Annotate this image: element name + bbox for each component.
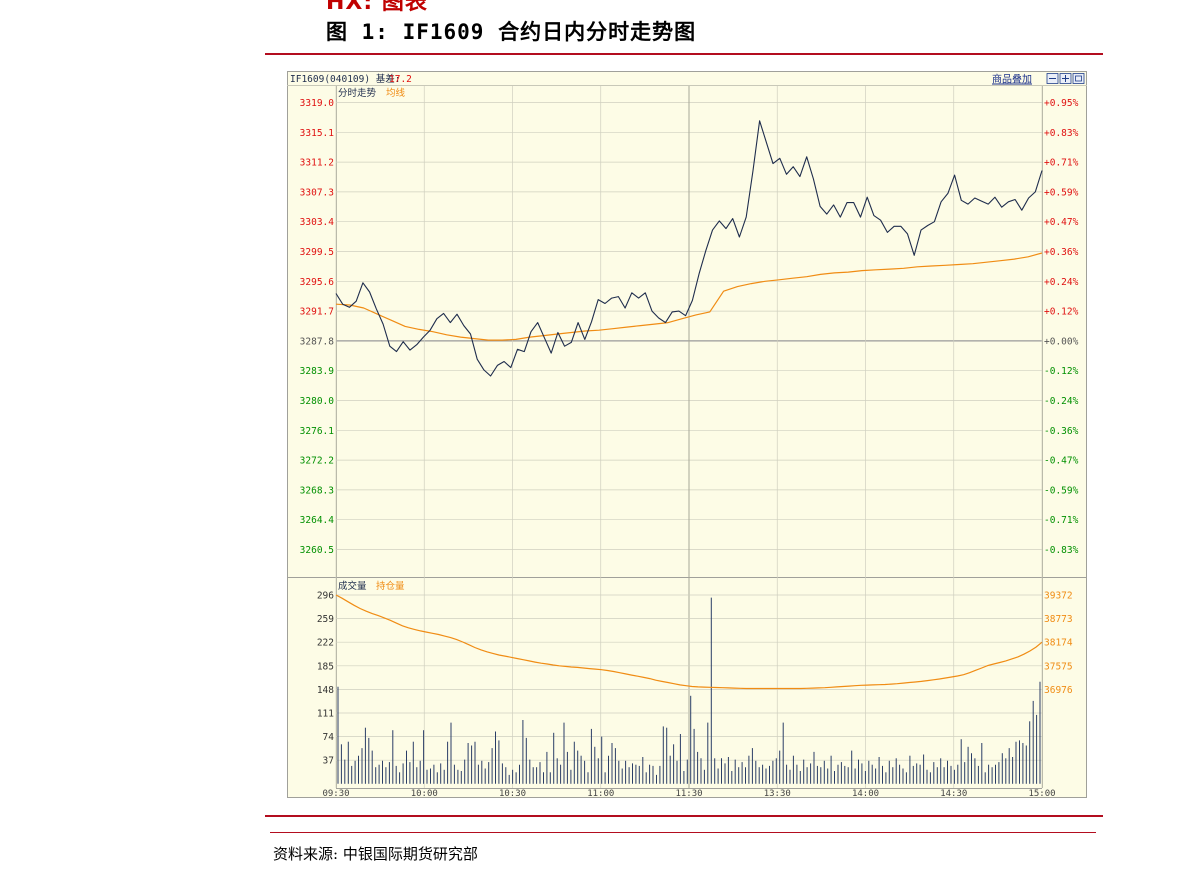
time-tick-label: 10:30 bbox=[499, 789, 526, 799]
volume-tick-label: 222 bbox=[317, 638, 334, 649]
contract-label: IF1609(040109) 基差: bbox=[290, 73, 401, 85]
price-tick-label: 3276.1 bbox=[300, 426, 335, 437]
volume-panel-label: 成交量 bbox=[338, 580, 367, 592]
price-line bbox=[335, 120, 1043, 377]
bottom-rule bbox=[265, 815, 1103, 817]
percent-tick-label: -0.47% bbox=[1044, 456, 1079, 467]
open-interest-tick-label: 38174 bbox=[1044, 638, 1073, 649]
price-tick-label: 3268.3 bbox=[300, 485, 334, 496]
price-tick-label: 3291.7 bbox=[300, 307, 334, 318]
volume-tick-label: 148 bbox=[317, 685, 334, 696]
open-interest-tick-label: 37575 bbox=[1044, 661, 1073, 672]
percent-tick-label: +0.59% bbox=[1044, 187, 1079, 198]
open-interest-tick-label: 38773 bbox=[1044, 614, 1073, 625]
time-tick-label: 13:30 bbox=[764, 789, 791, 799]
chart-frame bbox=[287, 71, 1087, 798]
percent-tick-label: -0.24% bbox=[1044, 396, 1079, 407]
avg-price-line bbox=[335, 252, 1043, 341]
percent-tick-label: +0.12% bbox=[1044, 307, 1079, 318]
percent-tick-label: +0.00% bbox=[1044, 336, 1079, 347]
figure-title: 图 1: IF1609 合约日内分时走势图 bbox=[326, 20, 697, 44]
volume-tick-label: 296 bbox=[317, 591, 334, 602]
volume-tick-label: 111 bbox=[317, 709, 334, 720]
top-rule bbox=[265, 53, 1103, 55]
percent-tick-label: +0.24% bbox=[1044, 277, 1079, 288]
time-tick-label: 15:00 bbox=[1028, 789, 1055, 799]
source-note: 资料来源: 中银国际期货研究部 bbox=[273, 845, 478, 863]
percent-tick-label: +0.83% bbox=[1044, 128, 1079, 139]
volume-tick-label: 185 bbox=[317, 661, 334, 672]
open-interest-legend: 持仓量 bbox=[376, 580, 405, 592]
percent-tick-label: +0.36% bbox=[1044, 247, 1079, 258]
price-tick-label: 3311.2 bbox=[300, 158, 334, 169]
fit-icon[interactable] bbox=[1072, 73, 1085, 84]
volume-tick-label: 37 bbox=[323, 756, 334, 767]
open-interest-line bbox=[335, 594, 1043, 690]
source-rule bbox=[270, 832, 1096, 833]
price-tick-label: 3283.9 bbox=[300, 366, 335, 377]
volume-tick-label: 74 bbox=[323, 732, 335, 743]
percent-tick-label: +0.71% bbox=[1044, 158, 1079, 169]
percent-tick-label: -0.83% bbox=[1044, 545, 1079, 556]
open-interest-tick-label: 36976 bbox=[1044, 685, 1073, 696]
percent-tick-label: -0.59% bbox=[1044, 485, 1079, 496]
price-tick-label: 3303.4 bbox=[300, 217, 335, 228]
price-tick-label: 3315.1 bbox=[300, 128, 335, 139]
price-tick-label: 3264.4 bbox=[300, 515, 335, 526]
percent-tick-label: -0.36% bbox=[1044, 426, 1079, 437]
time-tick-label: 10:00 bbox=[411, 789, 438, 799]
price-tick-label: 3307.3 bbox=[300, 187, 334, 198]
price-tick-label: 3260.5 bbox=[300, 545, 334, 556]
volume-tick-label: 259 bbox=[317, 614, 334, 625]
time-tick-label: 11:30 bbox=[675, 789, 702, 799]
basis-value: 17.2 bbox=[389, 74, 412, 85]
time-tick-label: 09:30 bbox=[322, 789, 349, 799]
time-tick-label: 14:00 bbox=[852, 789, 879, 799]
zoom-in-icon[interactable] bbox=[1059, 73, 1072, 84]
open-interest-tick-label: 39372 bbox=[1044, 591, 1073, 602]
price-tick-label: 3295.6 bbox=[300, 277, 335, 288]
percent-tick-label: +0.95% bbox=[1044, 98, 1079, 109]
zoom-out-icon[interactable] bbox=[1046, 73, 1059, 84]
price-tick-label: 3319.0 bbox=[300, 98, 335, 109]
time-tick-label: 14:30 bbox=[940, 789, 967, 799]
price-tick-label: 3299.5 bbox=[300, 247, 334, 258]
price-tick-label: 3280.0 bbox=[300, 396, 335, 407]
percent-tick-label: -0.12% bbox=[1044, 366, 1079, 377]
price-tick-label: 3272.2 bbox=[300, 456, 334, 467]
time-tick-label: 11:00 bbox=[587, 789, 614, 799]
percent-tick-label: +0.47% bbox=[1044, 217, 1079, 228]
price-panel-label: 分时走势 bbox=[338, 87, 377, 99]
percent-tick-label: -0.71% bbox=[1044, 515, 1079, 526]
intraday-chart: IF1609(040109) 基差: 17.2 商品叠加 分时走势 均线 成交量… bbox=[287, 71, 1087, 799]
avg-line-legend: 均线 bbox=[386, 87, 406, 99]
price-tick-label: 3287.8 bbox=[300, 336, 335, 347]
overlay-link[interactable]: 商品叠加 bbox=[992, 73, 1032, 86]
section-title: HX: 图表 bbox=[326, 0, 428, 15]
